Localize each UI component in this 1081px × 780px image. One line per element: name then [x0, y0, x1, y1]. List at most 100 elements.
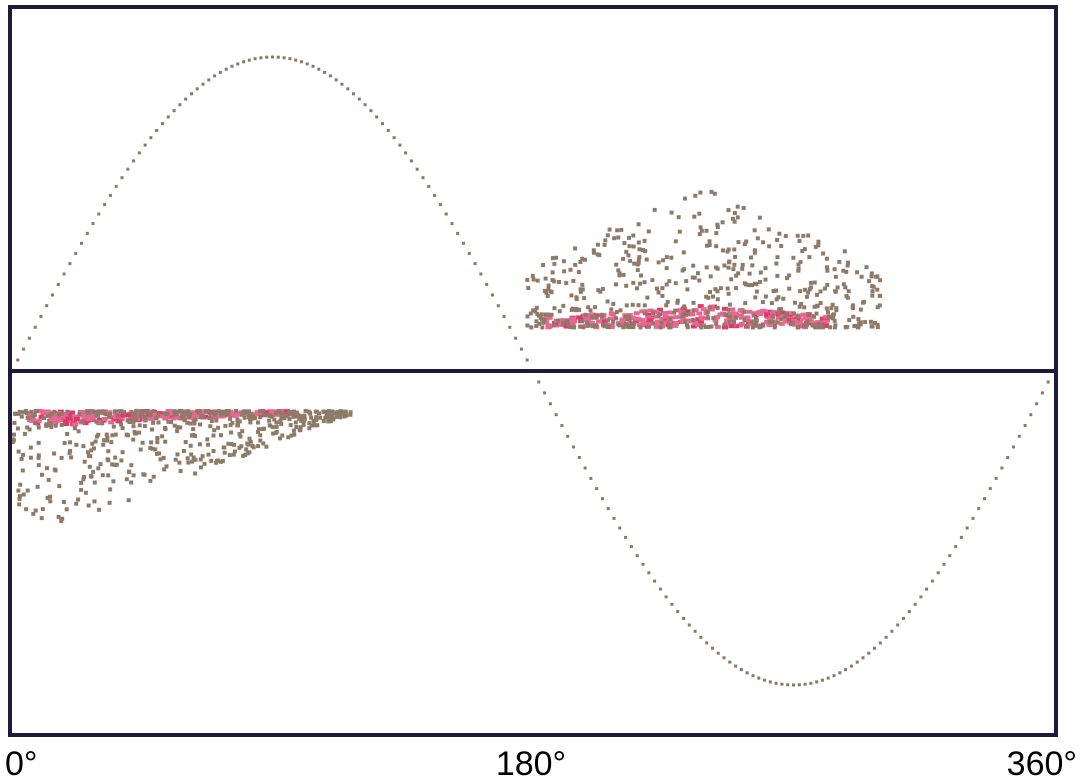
pd-point: [583, 312, 588, 317]
pd-point: [188, 443, 193, 448]
pd-point: [633, 316, 640, 321]
pd-point: [317, 411, 321, 416]
pd-point: [85, 410, 90, 415]
x-tick-label-180: 180°: [496, 745, 566, 780]
pd-point: [535, 278, 540, 283]
pd-point: [82, 421, 89, 426]
pd-point: [804, 294, 809, 299]
pd-point: [87, 464, 92, 469]
pd-point: [744, 282, 748, 287]
pd-point: [77, 412, 82, 416]
pd-point: [664, 282, 669, 287]
curve-point: [1006, 456, 1010, 459]
pd-point: [161, 455, 166, 460]
pd-point: [269, 414, 274, 419]
pd-point: [767, 244, 772, 249]
pd-point: [529, 325, 534, 330]
pd-point: [834, 306, 839, 311]
pd-point: [631, 244, 636, 249]
pd-point: [239, 412, 244, 417]
pd-point: [534, 324, 539, 328]
pd-point: [616, 268, 621, 273]
curve-point: [873, 646, 876, 650]
pd-point: [328, 411, 333, 416]
curve-point: [757, 676, 761, 680]
pd-point: [174, 410, 179, 414]
pd-point: [267, 409, 274, 414]
pd-point: [220, 459, 225, 463]
pd-point: [705, 243, 709, 248]
pd-point: [263, 410, 269, 415]
pd-point: [807, 321, 814, 326]
pd-point: [323, 415, 328, 420]
pd-point: [763, 277, 768, 282]
curve-point: [62, 272, 66, 276]
pd-point: [188, 421, 193, 426]
curve-point: [647, 571, 651, 575]
pd-point: [855, 270, 859, 275]
pd-point: [89, 474, 93, 479]
pd-point: [618, 321, 625, 326]
pd-point: [751, 311, 758, 316]
pd-point: [27, 427, 32, 432]
pd-point: [874, 274, 879, 279]
pd-point: [622, 241, 627, 246]
pd-point: [578, 289, 583, 294]
curve-point: [421, 176, 425, 180]
pd-point: [609, 307, 614, 312]
pd-point: [178, 409, 183, 413]
pd-point: [656, 314, 661, 318]
pd-point: [614, 310, 619, 314]
pd-point: [546, 286, 551, 291]
pd-point: [625, 324, 630, 329]
pd-point: [837, 259, 842, 264]
pd-point: [664, 255, 669, 260]
pd-point: [52, 409, 57, 414]
pd-point: [17, 409, 22, 414]
curve-point: [809, 681, 813, 685]
curve-point: [201, 82, 205, 86]
pd-point: [664, 303, 669, 308]
pd-point: [53, 468, 58, 473]
pd-point: [39, 516, 44, 521]
pd-point: [166, 419, 171, 424]
pd-point: [217, 409, 221, 414]
pd-point: [301, 418, 306, 423]
pd-point: [113, 455, 118, 460]
curve-point: [792, 683, 795, 687]
pd-point: [548, 289, 553, 294]
pd-point: [246, 442, 251, 447]
pd-point: [177, 460, 182, 465]
pd-point: [686, 318, 692, 323]
pd-point: [552, 320, 558, 325]
pd-point: [335, 411, 340, 415]
pd-point: [292, 432, 297, 437]
pd-point: [656, 290, 661, 295]
pd-point: [535, 312, 540, 316]
pd-point: [788, 322, 793, 327]
pd-point: [682, 304, 687, 309]
pd-point: [270, 425, 275, 430]
curve-point: [213, 74, 217, 78]
pd-point: [714, 324, 721, 329]
pd-point: [766, 227, 771, 232]
pd-point: [227, 453, 232, 458]
pd-point: [770, 313, 775, 318]
pd-point: [127, 470, 132, 475]
pd-point: [114, 462, 119, 467]
pd-point: [858, 307, 863, 312]
pd-point: [659, 320, 664, 325]
pd-point: [833, 323, 838, 328]
pd-point: [163, 439, 168, 444]
pd-point: [588, 320, 595, 325]
pd-point: [303, 408, 308, 413]
pd-point: [841, 282, 846, 287]
curve-point: [161, 122, 164, 126]
pd-point: [572, 325, 576, 330]
pd-point: [150, 446, 155, 451]
pd-point: [740, 266, 745, 271]
pd-point: [539, 312, 544, 317]
pd-point: [569, 307, 574, 312]
pd-point: [692, 321, 699, 326]
pd-point: [732, 320, 736, 324]
